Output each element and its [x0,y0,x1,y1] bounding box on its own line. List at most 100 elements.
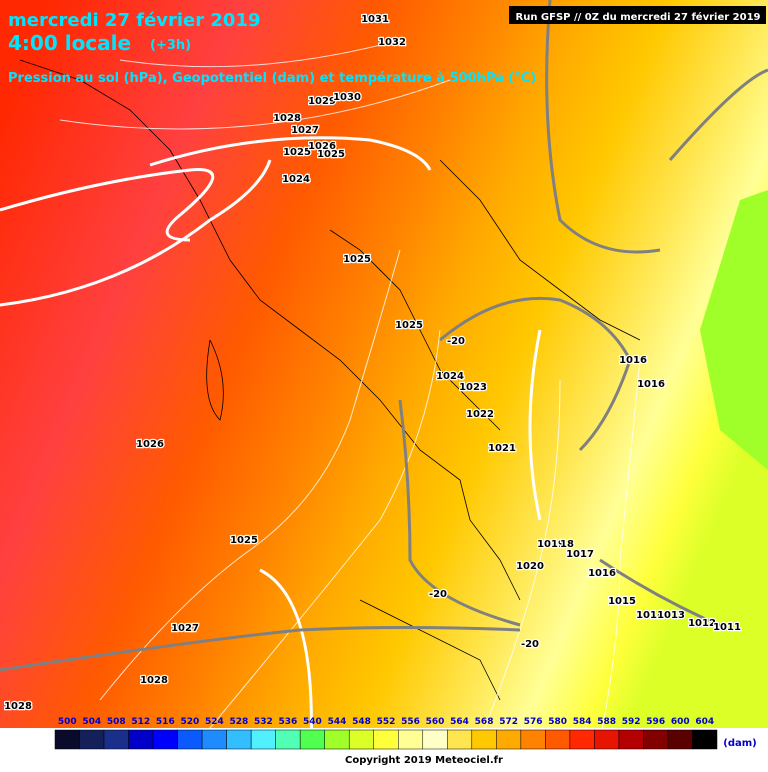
isobar-label: 1028 [140,675,168,686]
time: 4:00 locale [8,31,131,55]
isobar-label: 1029 [308,96,336,107]
legend-label: 504 [82,717,101,727]
isobar-label: 1027 [291,125,319,136]
isobar-label: 1025 [395,320,423,331]
legend-swatch [348,729,374,750]
legend-label: 580 [548,717,567,727]
isobar-label: -20 [447,336,465,347]
legend-swatch [422,729,448,750]
coastlines [19,59,641,701]
legend-swatch [226,729,252,750]
isobar-label: 1030 [333,92,361,103]
legend-swatch [201,729,227,750]
legend-label: 536 [279,717,298,727]
isobars [59,39,641,741]
legend-swatch [667,729,693,750]
date: mercredi 27 février 2019 [8,10,261,31]
isobar-label: 1013 [657,610,685,621]
legend-swatch [373,729,399,750]
legend-swatch [299,729,325,750]
legend-label: 600 [671,717,690,727]
isobar-label: 1025 [230,535,258,546]
legend-label: 524 [205,717,224,727]
run-box [509,6,766,24]
legend-swatch [471,729,497,750]
legend-swatch [618,729,644,750]
isobar-label: 1012 [688,618,716,629]
legend-label: 584 [573,717,592,727]
isobar-label: 1014 [636,610,664,621]
legend-swatch [79,729,105,750]
legend-label: 576 [524,717,543,727]
isobar-label: 1032 [378,37,406,48]
isobar-label: 1028 [273,113,301,124]
legend-label: 556 [401,717,420,727]
temperature-isotherms [0,0,768,672]
isobar-label: 1021 [488,443,516,454]
isobar-label: -20 [429,589,447,600]
legend-label: 592 [622,717,641,727]
isobar-label: 1022 [466,409,494,420]
legend-label: 548 [352,717,371,727]
isobar-label: 18 [560,539,574,550]
legend-label: 508 [107,717,126,727]
isobar-label: 1026 [308,141,336,152]
legend-label: 528 [229,717,248,727]
isobar-label: 1025 [343,254,371,265]
isobar-label: 1016 [588,568,616,579]
copyright: Copyright 2019 Meteociel.fr [345,755,503,766]
isobar-label: 1020 [516,561,544,572]
isobar-label: 1024 [436,371,464,382]
isobar-label: 1028 [4,701,32,712]
legend-label: 596 [646,717,665,727]
legend-label: 500 [58,717,77,727]
isobar-label: 1016 [637,379,665,390]
legend-swatch [569,729,595,750]
isobar-label: 1016 [619,355,647,366]
legend-swatch [152,729,178,750]
legend-swatch [103,729,129,750]
isobar-label: 1025 [317,149,345,160]
legend-swatch [496,729,522,750]
legend-swatch [692,729,718,750]
isobar-label: 1019 [537,539,565,550]
legend-swatch [643,729,669,750]
legend-unit: (dam) [723,738,756,749]
legend-swatch [447,729,473,750]
legend-label: 512 [131,717,150,727]
legend-swatch [250,729,276,750]
legend-swatch [324,729,350,750]
isobar-label: 1031 [361,14,389,25]
isobar-label: 1017 [566,549,594,560]
legend-label: 572 [499,717,518,727]
legend-label: 604 [695,717,714,727]
legend-label: 552 [377,717,396,727]
legend-label: 544 [328,717,347,727]
offset: (+3h) [150,38,191,53]
legend-swatch [275,729,301,750]
run-label: Run GFSP // 0Z du mercredi 27 février 20… [516,11,761,23]
legend-label: 532 [254,717,273,727]
legend-swatch [594,729,620,750]
isobar-label: 1011 [713,622,741,633]
legend-swatch [545,729,571,750]
legend-label: 520 [180,717,199,727]
isobar-label: 1026 [136,439,164,450]
legend-label: 568 [475,717,494,727]
temperature-field [0,0,40,140]
legend-label: 564 [450,717,469,727]
isobar-label: 1025 [283,147,311,158]
legend-label: 588 [597,717,616,727]
legend-label: 540 [303,717,322,727]
subtitle: Pression au sol (hPa), Geopotentiel (dam… [8,71,536,86]
legend-swatch [398,729,424,750]
isobar-label: 1027 [171,623,199,634]
temperature-field [700,190,768,470]
legend-swatch [128,729,154,750]
isobar-label: 1015 [608,596,636,607]
legend-swatch [54,729,80,750]
isobar-label: -20 [521,639,539,650]
legend-swatch [177,729,203,750]
